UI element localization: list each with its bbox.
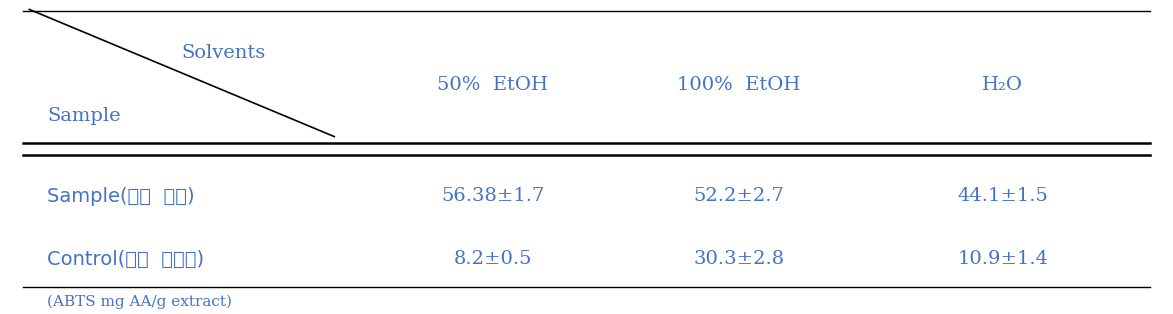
Text: 100%  EtOH: 100% EtOH [677,76,801,94]
Text: 56.38±1.7: 56.38±1.7 [441,187,544,205]
Text: Control(더덕  비발효): Control(더덕 비발효) [47,250,204,268]
Text: 30.3±2.8: 30.3±2.8 [693,250,785,268]
Text: Solvents: Solvents [182,44,266,62]
Text: H₂O: H₂O [983,76,1023,94]
Text: Sample(더덕  발효): Sample(더덕 발효) [47,187,195,206]
Text: (ABTS mg AA/g extract): (ABTS mg AA/g extract) [47,294,232,309]
Text: 8.2±0.5: 8.2±0.5 [454,250,531,268]
Text: 50%  EtOH: 50% EtOH [438,76,548,94]
Text: 52.2±2.7: 52.2±2.7 [693,187,785,205]
Text: Sample: Sample [47,107,121,125]
Text: 44.1±1.5: 44.1±1.5 [957,187,1049,205]
Text: 10.9±1.4: 10.9±1.4 [957,250,1049,268]
